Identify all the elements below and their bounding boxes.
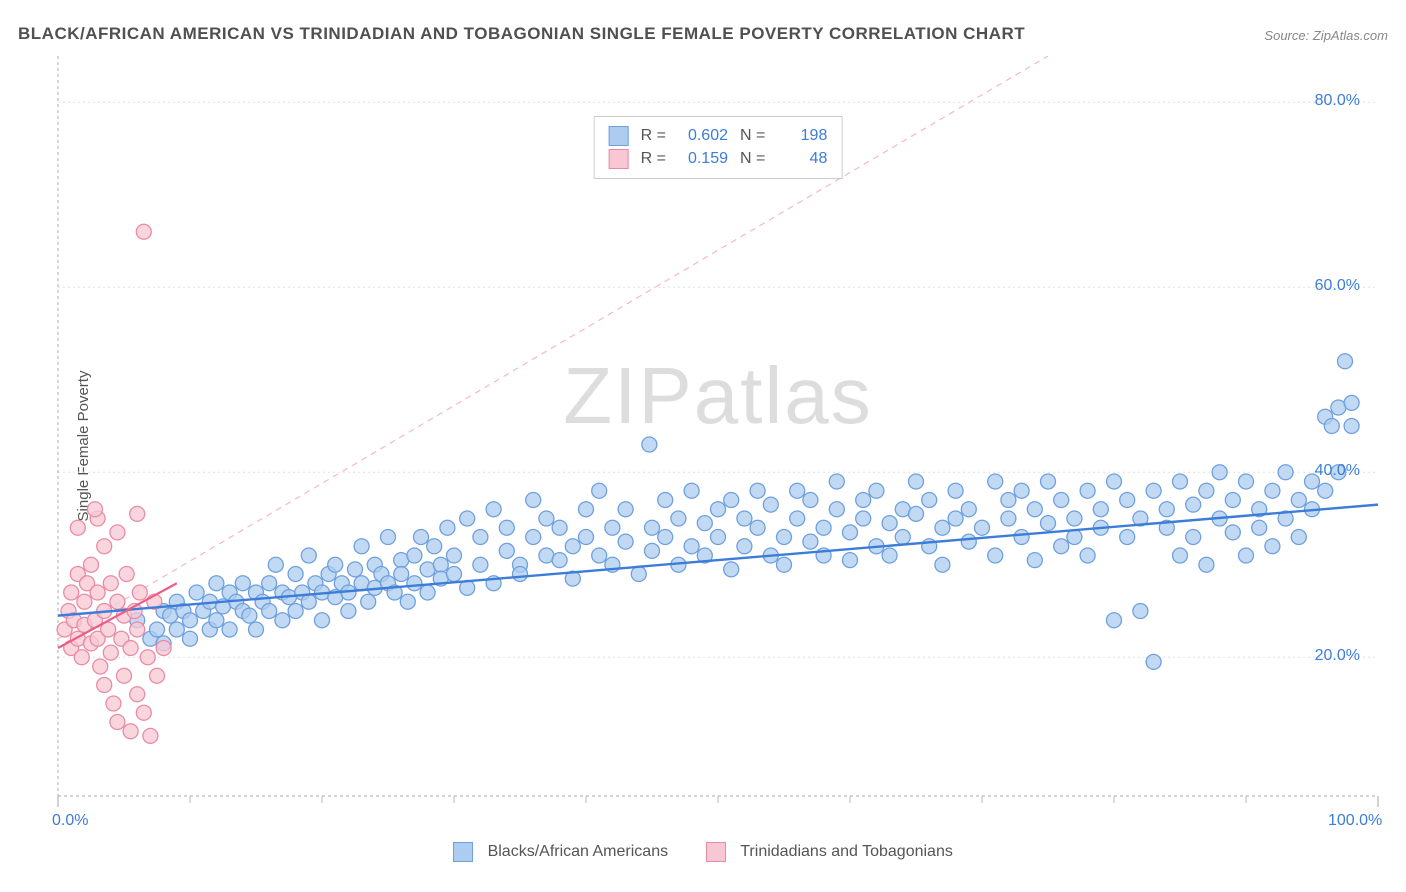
n-label: N = <box>740 127 765 145</box>
legend-label: Trinidadians and Tobagonians <box>740 843 953 860</box>
legend-swatch <box>609 149 629 169</box>
x-tick-label: 100.0% <box>1328 812 1382 830</box>
y-tick-label: 80.0% <box>1315 92 1360 110</box>
chart-plot-area: ZIPatlas R = 0.602 N = 198 R = 0.159 N =… <box>48 56 1388 828</box>
legend-item-1: Blacks/African Americans <box>453 842 668 862</box>
source-attribution: Source: ZipAtlas.com <box>1264 28 1388 43</box>
legend-swatch <box>453 842 473 862</box>
r-label: R = <box>641 150 666 168</box>
series-legend: Blacks/African Americans Trinidadians an… <box>0 842 1406 862</box>
r-label: R = <box>641 127 666 145</box>
y-tick-label: 40.0% <box>1315 462 1360 480</box>
legend-label: Blacks/African Americans <box>488 843 669 860</box>
r-value: 0.602 <box>678 127 728 145</box>
n-label: N = <box>740 150 765 168</box>
chart-title: BLACK/AFRICAN AMERICAN VS TRINIDADIAN AN… <box>18 24 1025 44</box>
legend-swatch <box>609 126 629 146</box>
stats-row-series-2: R = 0.159 N = 48 <box>609 149 828 169</box>
legend-item-2: Trinidadians and Tobagonians <box>706 842 953 862</box>
stats-legend: R = 0.602 N = 198 R = 0.159 N = 48 <box>594 116 843 179</box>
r-value: 0.159 <box>678 150 728 168</box>
n-value: 198 <box>777 127 827 145</box>
y-tick-label: 20.0% <box>1315 647 1360 665</box>
legend-swatch <box>706 842 726 862</box>
n-value: 48 <box>777 150 827 168</box>
stats-row-series-1: R = 0.602 N = 198 <box>609 126 828 146</box>
source-label: Source: <box>1264 28 1309 43</box>
y-tick-label: 60.0% <box>1315 277 1360 295</box>
source-link[interactable]: ZipAtlas.com <box>1313 28 1388 43</box>
x-tick-label: 0.0% <box>52 812 88 830</box>
